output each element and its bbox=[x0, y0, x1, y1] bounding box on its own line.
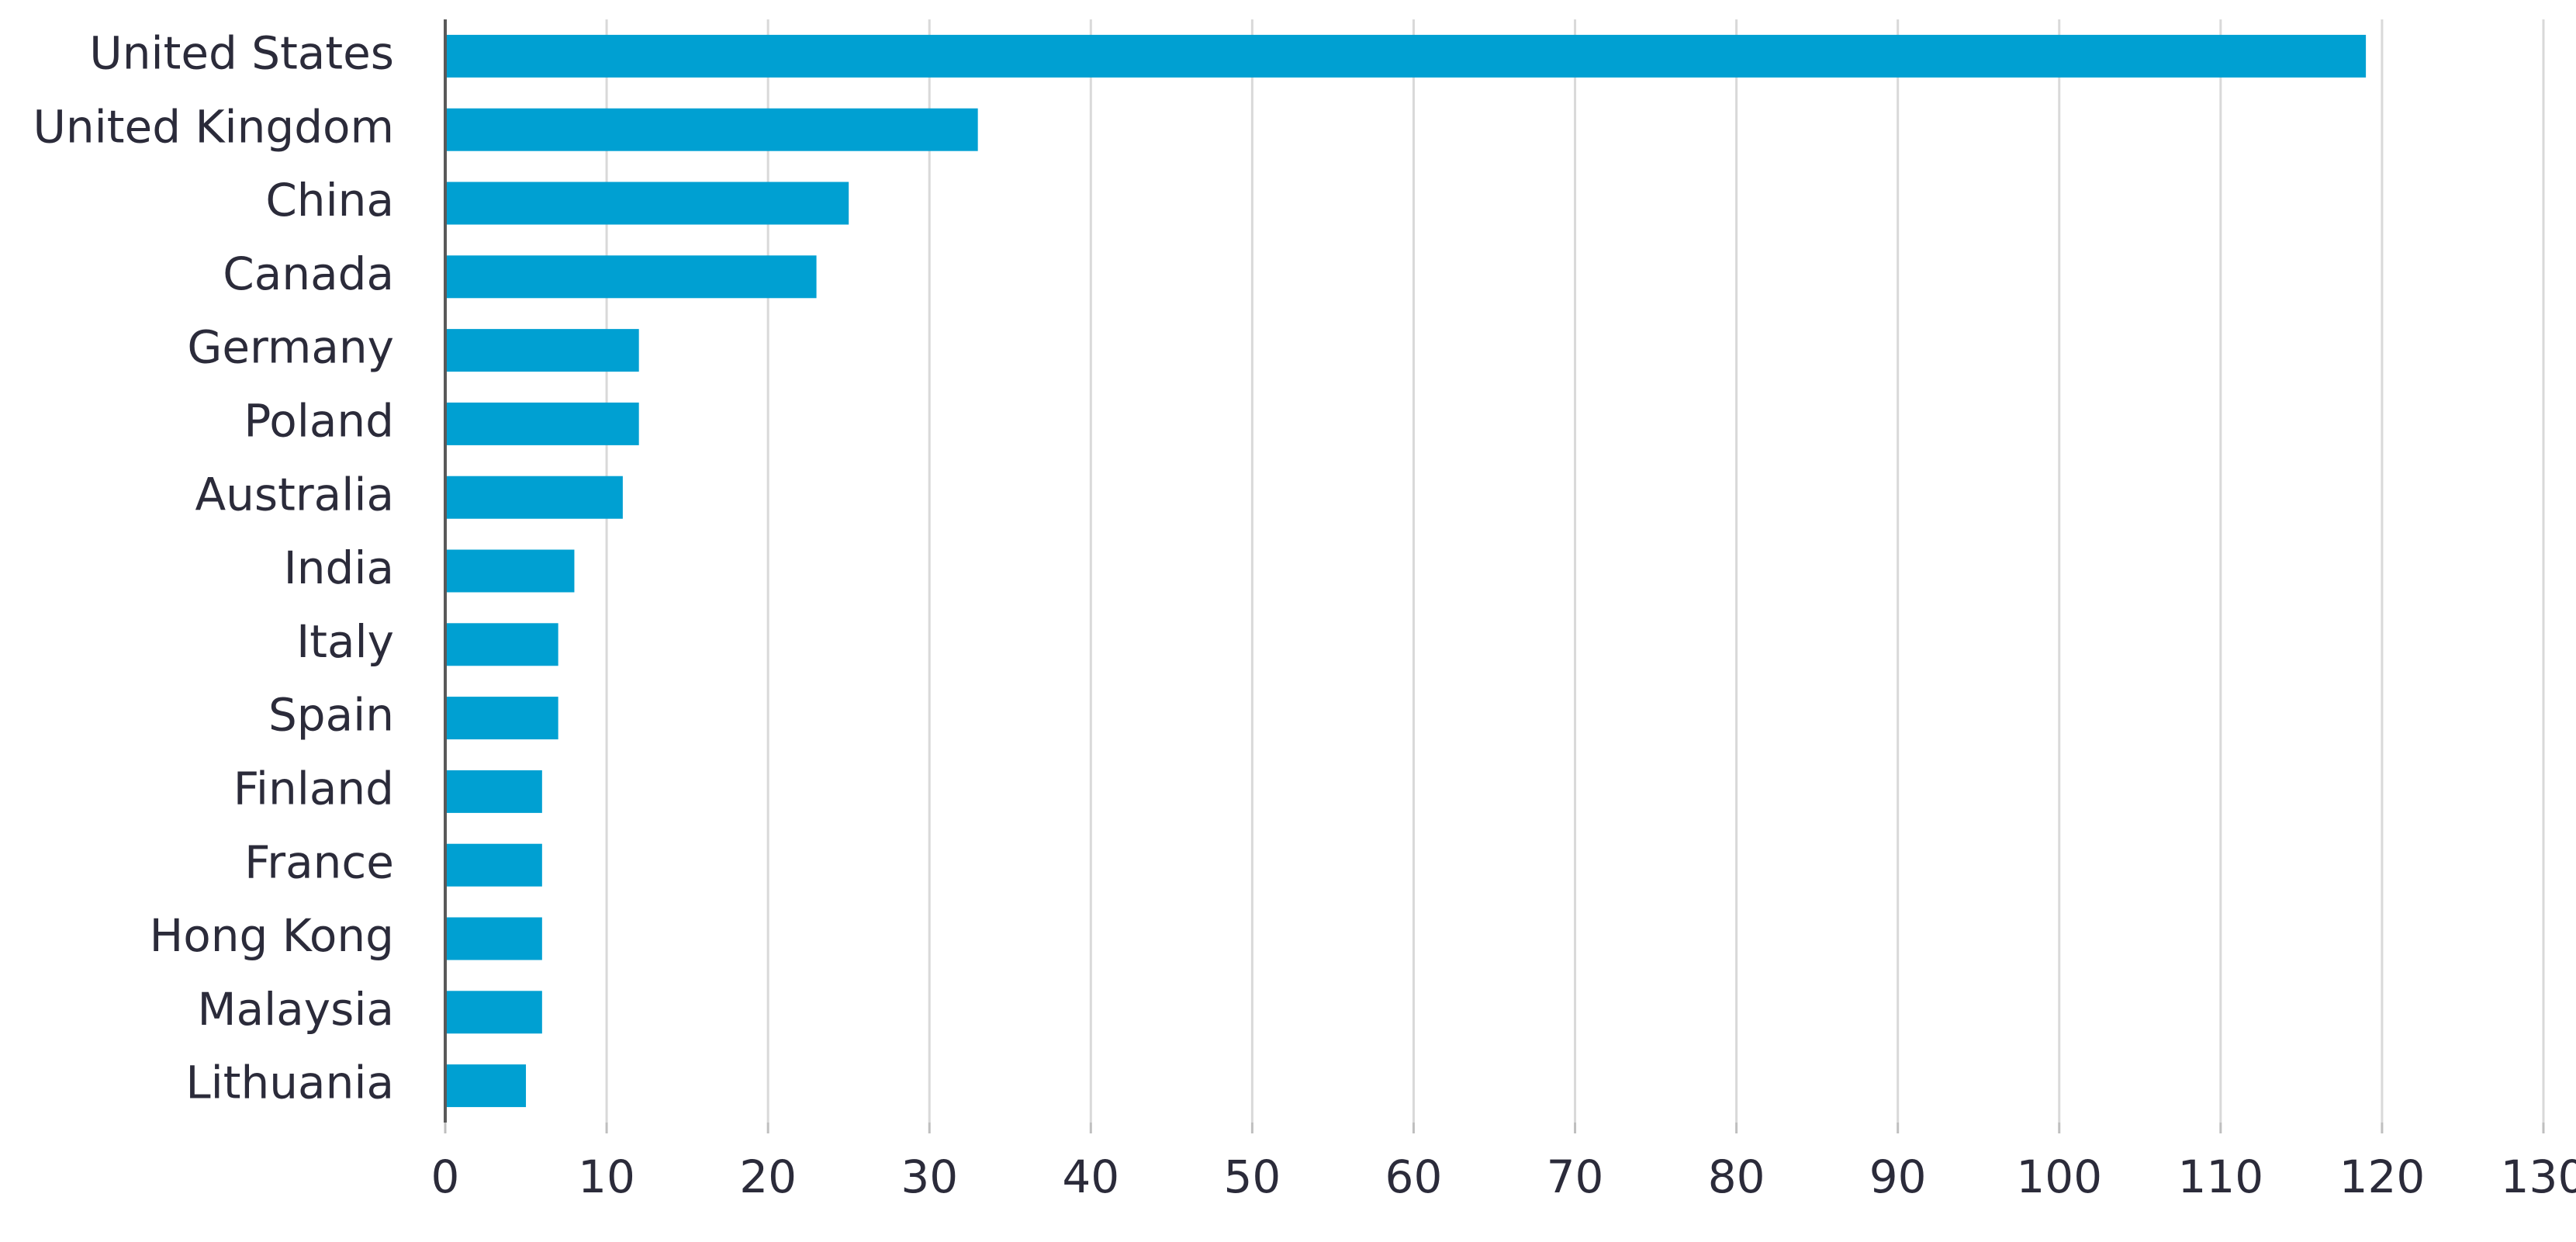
bar bbox=[445, 108, 978, 151]
bar bbox=[445, 182, 849, 225]
bar bbox=[445, 34, 2367, 78]
bar bbox=[445, 991, 542, 1034]
bar bbox=[445, 549, 575, 593]
bar bbox=[445, 917, 542, 960]
x-tick-label: 120 bbox=[2339, 1150, 2426, 1203]
x-tick-label: 70 bbox=[1547, 1150, 1604, 1203]
y-tick-label: Poland bbox=[244, 395, 394, 448]
y-tick-label: Germany bbox=[187, 321, 394, 374]
y-tick-label: United States bbox=[89, 27, 394, 80]
x-tick-label: 90 bbox=[1869, 1150, 1927, 1203]
y-tick-label: China bbox=[265, 174, 394, 227]
x-tick-label: 0 bbox=[431, 1150, 460, 1203]
bar bbox=[445, 1064, 527, 1108]
x-tick-label: 10 bbox=[578, 1150, 635, 1203]
bar bbox=[445, 843, 542, 887]
bar bbox=[445, 329, 639, 372]
bar bbox=[445, 623, 558, 666]
y-tick-label: Canada bbox=[223, 247, 394, 300]
x-tick-label: 20 bbox=[739, 1150, 797, 1203]
y-tick-label: Malaysia bbox=[198, 983, 394, 1036]
bar bbox=[445, 402, 639, 445]
x-tick-label: 80 bbox=[1708, 1150, 1765, 1203]
x-tick-label: 40 bbox=[1062, 1150, 1119, 1203]
x-tick-label: 50 bbox=[1223, 1150, 1281, 1203]
bar bbox=[445, 697, 558, 740]
x-tick-label: 30 bbox=[901, 1150, 958, 1203]
bar bbox=[445, 476, 623, 519]
y-tick-label: France bbox=[244, 835, 394, 888]
x-tick-label: 110 bbox=[2177, 1150, 2263, 1203]
y-tick-label: Italy bbox=[296, 615, 394, 668]
bar bbox=[445, 770, 542, 813]
y-tick-label: Lithuania bbox=[185, 1057, 394, 1109]
bar bbox=[445, 255, 817, 299]
x-tick-label: 130 bbox=[2501, 1150, 2576, 1203]
y-tick-label: Hong Kong bbox=[150, 909, 394, 962]
x-tick-label: 60 bbox=[1385, 1150, 1443, 1203]
y-tick-label: India bbox=[284, 541, 394, 594]
y-tick-label: United Kingdom bbox=[33, 100, 394, 153]
y-tick-label: Spain bbox=[268, 689, 394, 742]
y-tick-label: Australia bbox=[195, 468, 394, 521]
x-tick-label: 100 bbox=[2016, 1150, 2102, 1203]
y-tick-label: Finland bbox=[233, 763, 394, 815]
